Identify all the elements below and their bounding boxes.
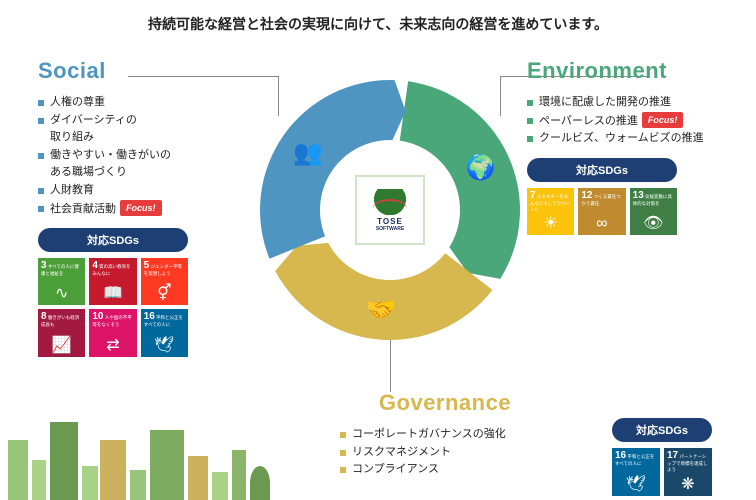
- sdg-icon: ⇄: [106, 338, 119, 354]
- sdg-icon: ∞: [596, 216, 607, 232]
- sdg-tile-13: 13 気候変動に具体的な対策を👁: [630, 188, 677, 235]
- center-logo: TOSE SOFTWARE: [355, 175, 425, 245]
- sdg-icon: 📈: [52, 338, 72, 354]
- list-item: ダイバーシティの: [38, 112, 248, 130]
- list-item: 人財教育: [38, 182, 248, 200]
- sdg-icon: 🕊: [154, 338, 174, 354]
- sdg-icon: ❋: [681, 477, 694, 493]
- social-items: 人権の尊重ダイバーシティの取り組み働きやすい・働きがいのある職場づくり人財教育社…: [38, 94, 248, 218]
- sdg-icon: 📖: [103, 286, 123, 302]
- list-item-cont: ある職場づくり: [38, 164, 248, 182]
- list-item: 人権の尊重: [38, 94, 248, 112]
- headline: 持続可能な経営と社会の実現に向けて、未来志向の経営を進めています。: [0, 14, 756, 34]
- ring-icon-social: 👥: [293, 140, 323, 167]
- list-item: ペーパーレスの推進Focus!: [527, 112, 732, 131]
- sdg-icon: ∿: [55, 286, 68, 302]
- social-section: Social 人権の尊重ダイバーシティの取り組み働きやすい・働きがいのある職場づ…: [38, 58, 248, 357]
- governance-sdgs-section: 対応SDGs 16 平和と公正をすべての人に🕊17 パートナーシップで目標を達成…: [612, 408, 732, 496]
- sdg-tile-8: 8 働きがいも経済成長も📈: [38, 309, 85, 356]
- list-item: コーポレートガバナンスの強化: [340, 426, 560, 444]
- list-item: 社会貢献活動Focus!: [38, 200, 248, 219]
- sdg-icon: 🕊: [626, 477, 646, 493]
- sdg-tile-17: 17 パートナーシップで目標を達成しよう❋: [664, 448, 712, 496]
- governance-sdgs-header: 対応SDGs: [612, 418, 712, 442]
- governance-title: Governance: [330, 390, 560, 416]
- sdg-tile-3: 3 すべての人に健康と福祉を∿: [38, 258, 85, 305]
- sdg-icon: ⚥: [157, 286, 171, 302]
- focus-badge: Focus!: [642, 112, 684, 128]
- governance-sdgs-grid: 16 平和と公正をすべての人に🕊17 パートナーシップで目標を達成しよう❋: [612, 448, 712, 496]
- logo-line2: SOFTWARE: [376, 226, 404, 232]
- skyline-decoration: [0, 410, 300, 500]
- environment-title: Environment: [527, 58, 732, 84]
- sdg-tile-16: 16 平和と公正をすべての人に🕊: [612, 448, 660, 496]
- environment-sdgs-header: 対応SDGs: [527, 158, 677, 182]
- esg-ring: 🌍 🤝 👥 TOSE SOFTWARE: [250, 70, 530, 350]
- sdg-tile-5: 5 ジェンダー平等を実現しよう⚥: [141, 258, 188, 305]
- list-item: 環境に配慮した開発の推進: [527, 94, 732, 112]
- environment-section: Environment 環境に配慮した開発の推進ペーパーレスの推進Focus!ク…: [527, 58, 732, 235]
- logo-tree-icon: [373, 189, 407, 215]
- list-item: リスクマネジメント: [340, 444, 560, 462]
- governance-items: コーポレートガバナンスの強化リスクマネジメントコンプライアンス: [340, 426, 560, 479]
- sdg-tile-16: 16 平和と公正をすべての人に🕊: [141, 309, 188, 356]
- sdg-tile-12: 12 つくる責任つかう責任∞: [578, 188, 625, 235]
- ring-icon-governance: 🤝: [366, 297, 396, 324]
- list-item: クールビズ、ウォームビズの推進: [527, 130, 732, 148]
- sdg-tile-10: 10 人や国の不平等をなくそう⇄: [89, 309, 136, 356]
- environment-sdgs-grid: 7 エネルギーをみんなにそしてクリーンに☀12 つくる責任つかう責任∞13 気候…: [527, 188, 677, 235]
- list-item: 働きやすい・働きがいの: [38, 147, 248, 165]
- sdg-icon: 👁: [643, 216, 663, 232]
- sdg-tile-4: 4 質の高い教育をみんなに📖: [89, 258, 136, 305]
- environment-items: 環境に配慮した開発の推進ペーパーレスの推進Focus!クールビズ、ウォームビズの…: [527, 94, 732, 148]
- list-item: コンプライアンス: [340, 461, 560, 479]
- focus-badge: Focus!: [120, 200, 162, 216]
- governance-section: Governance コーポレートガバナンスの強化リスクマネジメントコンプライア…: [340, 390, 560, 479]
- sdg-icon: ☀: [543, 216, 557, 232]
- list-item-cont: 取り組み: [38, 129, 248, 147]
- ring-icon-environment: 🌍: [466, 154, 496, 182]
- sdg-tile-7: 7 エネルギーをみんなにそしてクリーンに☀: [527, 188, 574, 235]
- social-sdgs-grid: 3 すべての人に健康と福祉を∿4 質の高い教育をみんなに📖5 ジェンダー平等を実…: [38, 258, 188, 357]
- logo-line1: TOSE: [377, 217, 403, 226]
- social-title: Social: [38, 58, 248, 84]
- social-sdgs-header: 対応SDGs: [38, 228, 188, 252]
